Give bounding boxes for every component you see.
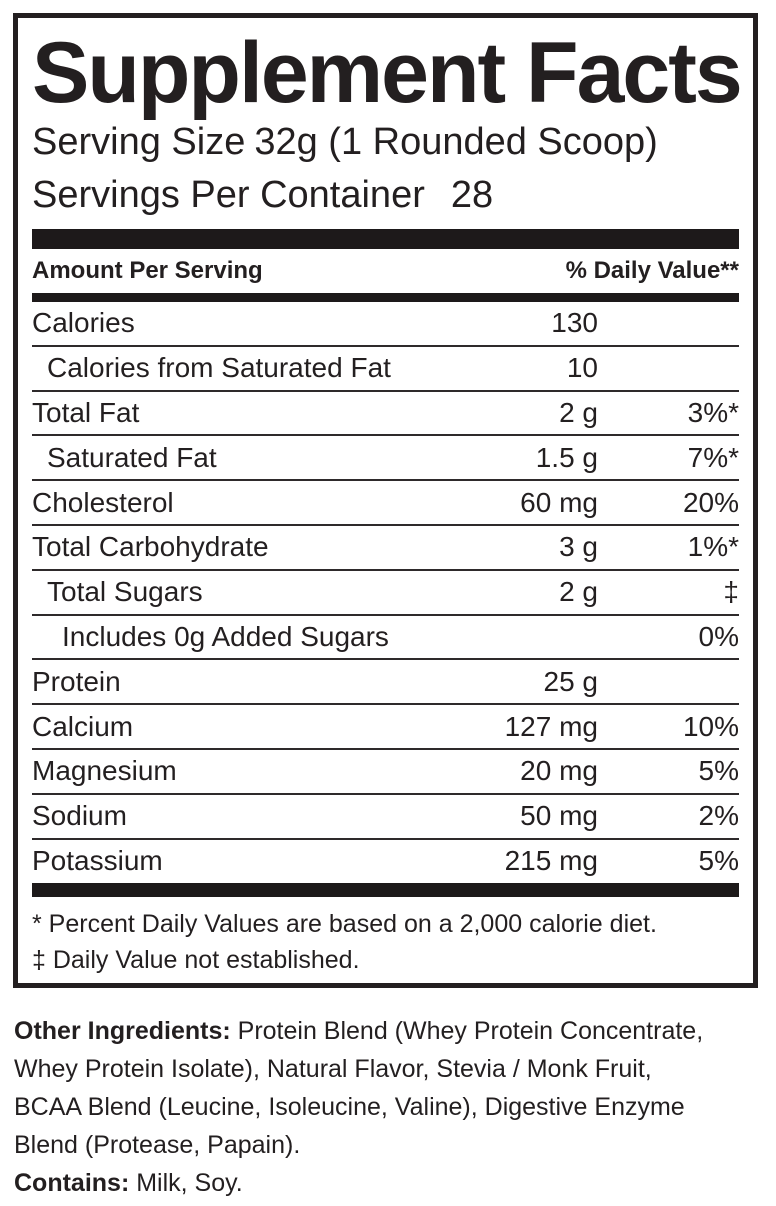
nutrient-row: Magnesium 20 mg 5% xyxy=(32,750,739,795)
nutrient-amount: 60 mg xyxy=(520,486,598,518)
nutrient-name: Protein xyxy=(32,665,121,697)
nutrient-name: Calories from Saturated Fat xyxy=(47,352,391,384)
nutrient-row: Calcium 127 mg 10% xyxy=(32,705,739,750)
nutrient-daily-value: 20% xyxy=(682,486,739,518)
nutrient-name: Magnesium xyxy=(32,755,177,787)
nutrient-amount: 2 g xyxy=(559,396,598,428)
nutrient-name: Total Carbohydrate xyxy=(32,531,269,563)
other-ingredients-line-4: Blend (Protease, Papain). xyxy=(14,1131,301,1159)
nutrient-amount: 130 xyxy=(551,307,598,339)
nutrient-amount: 20 mg xyxy=(520,755,598,787)
nutrient-name: Total Sugars xyxy=(47,576,203,608)
servings-per-container-label: Servings Per Container xyxy=(32,174,425,216)
separator-bar-thick-bottom xyxy=(32,883,739,898)
nutrient-daily-value: 7%* xyxy=(687,441,739,473)
nutrient-daily-value: 0% xyxy=(698,620,739,652)
separator-bar-thick-top xyxy=(32,229,739,249)
nutrient-row: Protein 25 g xyxy=(32,660,739,706)
footnotes: * Percent Daily Values are based on a 2,… xyxy=(32,906,739,978)
nutrient-amount: 10 xyxy=(566,352,598,384)
nutrient-row: Total Sugars 2 g ‡ xyxy=(32,571,739,616)
nutrient-amount: 25 g xyxy=(543,665,599,697)
column-header-row: Amount Per Serving % Daily Value** xyxy=(32,249,739,293)
facts-rows: Calories 130 Calories from Saturated Fat 10… xyxy=(32,302,739,882)
other-ingredients-line-1: Protein Blend (Whey Protein Concentrate, xyxy=(237,1017,704,1045)
nutrient-amount: 50 mg xyxy=(520,800,598,832)
nutrient-row: Sodium 50 mg 2% xyxy=(32,795,739,840)
amount-per-serving-header: Amount Per Serving xyxy=(32,257,263,284)
nutrient-name: Cholesterol xyxy=(32,486,174,518)
servings-per-container-line: Servings Per Container 28 xyxy=(32,169,739,222)
nutrient-row: Total Fat 2 g 3%* xyxy=(32,392,739,437)
nutrient-name: Sodium xyxy=(32,800,127,832)
footnote-dagger: ‡ Daily Value not established. xyxy=(32,946,360,975)
nutrient-daily-value: 3%* xyxy=(687,396,739,428)
nutrient-daily-value: 2% xyxy=(698,800,739,832)
serving-size-label: Serving Size xyxy=(32,121,246,163)
nutrient-name: Total Fat xyxy=(32,396,140,428)
ingredients-section: Other Ingredients: Protein Blend (Whey P… xyxy=(14,1012,764,1202)
panel-title: Supplement Facts xyxy=(32,25,743,121)
other-ingredients-label: Other Ingredients: xyxy=(14,1017,231,1045)
nutrient-daily-value: 5% xyxy=(698,844,739,876)
nutrient-row: Total Carbohydrate 3 g 1%* xyxy=(32,526,739,571)
supplement-facts-panel: Supplement Facts Serving Size 32g (1 Roun… xyxy=(13,13,758,988)
nutrient-row: Calories from Saturated Fat 10 xyxy=(32,347,739,392)
servings-per-container-value: 28 xyxy=(450,174,494,216)
nutrient-daily-value: ‡ xyxy=(723,576,739,608)
nutrient-amount: 127 mg xyxy=(504,710,598,742)
other-ingredients-paragraph: Other Ingredients: Protein Blend (Whey P… xyxy=(14,1012,764,1164)
serving-size-value: 32g (1 Rounded Scoop) xyxy=(254,121,658,163)
daily-value-header: % Daily Value** xyxy=(565,257,739,284)
nutrient-row: Includes 0g Added Sugars 0% xyxy=(32,616,739,661)
contains-line: Contains: Milk, Soy. xyxy=(14,1164,764,1202)
nutrient-amount: 3 g xyxy=(559,531,598,563)
contains-label: Contains: xyxy=(14,1169,130,1197)
nutrient-amount: 1.5 g xyxy=(535,441,598,473)
nutrient-row: Calories 130 xyxy=(32,302,739,347)
serving-size-line: Serving Size 32g (1 Rounded Scoop) xyxy=(32,116,739,169)
nutrient-name: Includes 0g Added Sugars xyxy=(62,620,389,652)
nutrient-daily-value: 1%* xyxy=(687,531,739,563)
other-ingredients-line-3: BCAA Blend (Leucine, Isoleucine, Valine)… xyxy=(14,1093,685,1121)
nutrient-row: Potassium 215 mg 5% xyxy=(32,840,739,883)
footnote-daily-values: * Percent Daily Values are based on a 2,… xyxy=(32,910,657,939)
nutrient-amount: 215 mg xyxy=(504,844,598,876)
nutrient-name: Potassium xyxy=(32,844,163,876)
nutrient-daily-value: 5% xyxy=(698,755,739,787)
nutrient-amount: 2 g xyxy=(559,576,598,608)
nutrient-name: Calories xyxy=(32,307,135,339)
separator-bar-medium xyxy=(32,293,739,302)
nutrient-daily-value: 10% xyxy=(682,710,739,742)
nutrient-row: Saturated Fat 1.5 g 7%* xyxy=(32,436,739,482)
contains-value: Milk, Soy. xyxy=(136,1169,243,1197)
nutrient-row: Cholesterol 60 mg 20% xyxy=(32,481,739,526)
nutrient-name: Calcium xyxy=(32,710,134,742)
other-ingredients-line-2: Whey Protein Isolate), Natural Flavor, S… xyxy=(14,1055,652,1083)
nutrient-name: Saturated Fat xyxy=(47,441,217,473)
